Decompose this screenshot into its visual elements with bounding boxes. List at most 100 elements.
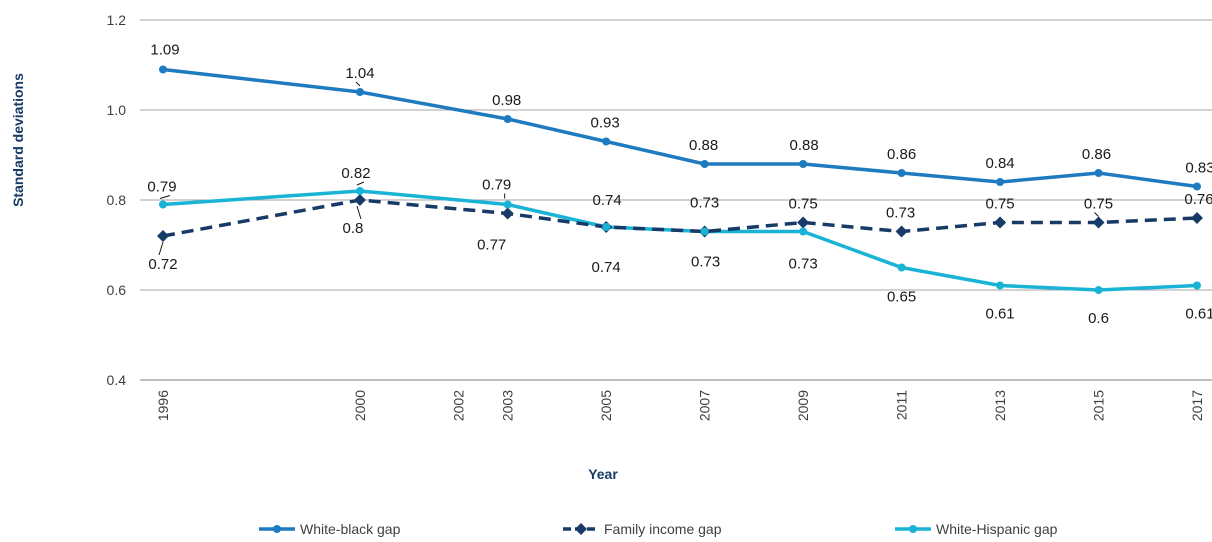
data-label: 0.88 bbox=[789, 137, 818, 154]
data-label: 0.76 bbox=[1184, 191, 1212, 208]
legend-item: Family income gap bbox=[562, 521, 722, 537]
data-label: 0.79 bbox=[147, 179, 176, 196]
series-line bbox=[162, 189, 1198, 292]
series-marker bbox=[1094, 169, 1103, 177]
series-marker bbox=[1193, 281, 1201, 290]
series-marker bbox=[700, 160, 709, 168]
series-marker bbox=[1191, 212, 1203, 224]
data-label: 0.74 bbox=[593, 192, 622, 209]
series-marker bbox=[994, 216, 1007, 229]
data-labels: 1.09 1.04 0.98 0.93 0.88 0.88 0.86 0.84 0.86 0.83… bbox=[147, 42, 1212, 328]
data-label: 0.6 bbox=[1088, 310, 1109, 327]
legend-label: White-Hispanic gap bbox=[936, 521, 1058, 537]
label-leader bbox=[159, 195, 171, 199]
y-tick-label: 1.0 bbox=[107, 102, 127, 118]
data-label: 0.73 bbox=[690, 195, 719, 212]
data-label: 0.93 bbox=[591, 115, 620, 132]
data-label: 0.73 bbox=[788, 256, 817, 273]
legend-item: White-black gap bbox=[258, 521, 400, 537]
x-tick-label: 2000 bbox=[352, 390, 368, 421]
series-marker bbox=[797, 216, 810, 229]
series-marker bbox=[897, 263, 906, 272]
data-label: 0.79 bbox=[482, 177, 511, 194]
y-axis-title: Standard deviations bbox=[10, 73, 26, 207]
y-tick-label: 0.6 bbox=[107, 282, 127, 298]
x-tick-label: 2007 bbox=[697, 390, 713, 421]
data-label: 0.84 bbox=[985, 155, 1014, 172]
x-tick-label: 2013 bbox=[992, 390, 1008, 421]
y-tick-label: 1.2 bbox=[107, 12, 127, 28]
series-marker bbox=[996, 178, 1005, 186]
data-label: 0.83 bbox=[1185, 160, 1212, 177]
series-marker bbox=[159, 200, 167, 209]
legend-marker bbox=[575, 523, 587, 535]
legend-marker bbox=[273, 525, 281, 533]
series-marker bbox=[799, 227, 808, 236]
line-chart: 0.4 0.6 0.8 1.0 1.2 1996 2000 2002 2003 2005 2007… bbox=[10, 12, 1212, 482]
series-marker bbox=[897, 169, 906, 177]
legend: White-black gap Family income gap White-Hi… bbox=[0, 521, 1212, 541]
data-label: 0.73 bbox=[886, 205, 915, 222]
data-label: 0.82 bbox=[341, 165, 370, 182]
label-leader-lines bbox=[158, 81, 1099, 256]
legend-label: Family income gap bbox=[604, 521, 722, 537]
legend-item: White-Hispanic gap bbox=[894, 521, 1057, 537]
series-marker bbox=[799, 160, 808, 168]
legend-swatch-icon bbox=[259, 525, 295, 533]
series-marker bbox=[1094, 286, 1103, 294]
label-leader bbox=[158, 241, 164, 256]
x-tick-label: 2003 bbox=[500, 390, 516, 421]
data-label: 0.77 bbox=[477, 237, 506, 254]
series-lines bbox=[162, 67, 1198, 292]
data-label: 0.73 bbox=[691, 254, 720, 271]
x-tick-labels: 1996 2000 2002 2003 2005 2007 2009 2011 2013 2015… bbox=[155, 390, 1205, 421]
label-leader bbox=[355, 81, 361, 87]
data-label: 0.88 bbox=[689, 137, 718, 154]
series-marker bbox=[157, 230, 169, 242]
data-label: 0.65 bbox=[887, 289, 916, 306]
data-label: 0.75 bbox=[985, 196, 1014, 213]
x-tick-label: 2009 bbox=[795, 390, 811, 421]
series-marker bbox=[503, 115, 512, 123]
label-leader bbox=[356, 181, 365, 186]
data-label: 0.75 bbox=[788, 196, 817, 213]
series-marker bbox=[1092, 216, 1105, 229]
series-marker bbox=[700, 227, 709, 236]
series-line bbox=[162, 198, 1198, 238]
x-tick-label: 2002 bbox=[450, 390, 466, 421]
legend-marker bbox=[909, 525, 917, 533]
data-label: 0.75 bbox=[1084, 196, 1113, 213]
data-label: 0.61 bbox=[985, 306, 1014, 323]
series-marker bbox=[355, 187, 364, 195]
x-tick-label: 2011 bbox=[894, 390, 910, 420]
x-tick-label: 2005 bbox=[598, 390, 614, 421]
data-label: 0.8 bbox=[343, 220, 364, 237]
series-marker bbox=[501, 207, 514, 220]
series-marker bbox=[1193, 182, 1201, 191]
series-marker bbox=[602, 137, 611, 146]
data-label: 0.74 bbox=[592, 259, 621, 276]
label-leader bbox=[356, 205, 362, 220]
y-tick-labels: 0.4 0.6 0.8 1.0 1.2 bbox=[107, 12, 127, 388]
y-tick-label: 0.4 bbox=[107, 372, 127, 388]
series-marker bbox=[353, 194, 366, 206]
series-marker bbox=[159, 65, 167, 74]
legend-label: White-black gap bbox=[300, 521, 401, 537]
data-label: 1.04 bbox=[345, 65, 374, 82]
series-marker bbox=[355, 88, 364, 96]
x-tick-label: 2017 bbox=[1189, 390, 1205, 421]
data-label: 0.61 bbox=[1185, 306, 1212, 323]
data-label: 1.09 bbox=[150, 42, 179, 59]
series-marker bbox=[996, 281, 1005, 290]
y-tick-label: 0.8 bbox=[107, 192, 127, 208]
x-axis-title: Year bbox=[588, 466, 618, 482]
data-label: 0.98 bbox=[492, 92, 521, 109]
legend-swatch-icon bbox=[895, 525, 931, 533]
data-label: 0.86 bbox=[1082, 146, 1111, 163]
data-label: 0.72 bbox=[148, 256, 177, 273]
data-label: 0.86 bbox=[887, 146, 916, 163]
label-leader bbox=[1094, 212, 1099, 217]
series-markers bbox=[157, 65, 1203, 294]
series-marker bbox=[503, 200, 512, 209]
gridlines bbox=[140, 19, 1212, 381]
